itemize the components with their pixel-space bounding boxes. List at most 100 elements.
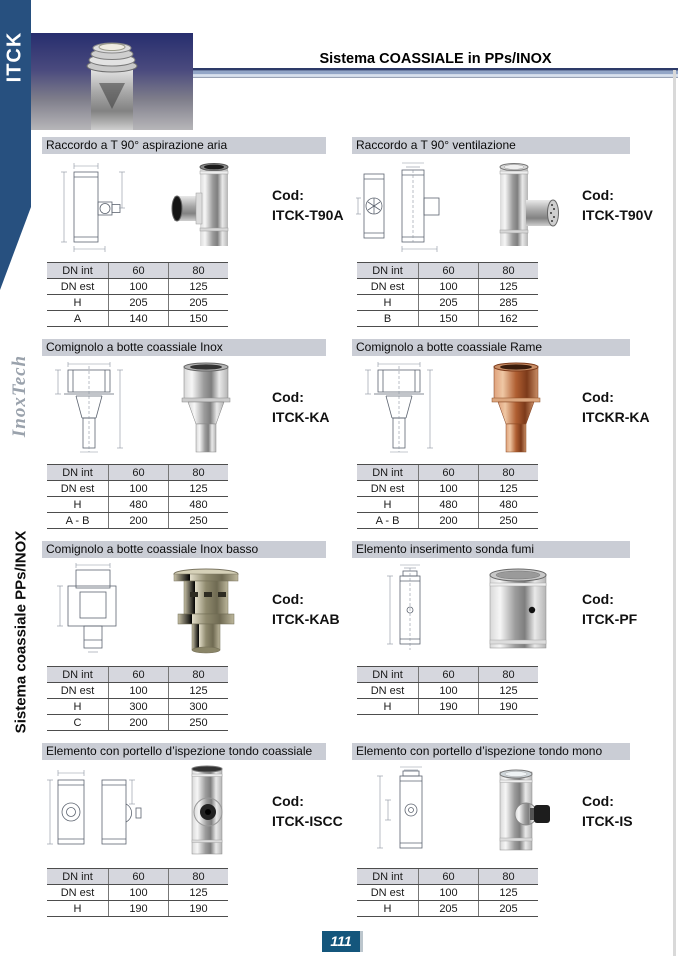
cod-value: ITCK-PF — [582, 611, 638, 627]
table-cell: DN int — [47, 464, 109, 481]
table-cell: 100 — [418, 278, 479, 295]
table-cell: 100 — [108, 682, 169, 699]
table-cell: 60 — [108, 464, 169, 481]
table-row: H 205 205 — [357, 900, 538, 917]
table-cell: 80 — [168, 464, 228, 481]
page-edge-line — [673, 70, 676, 956]
inoxtech-logo: InoxTech — [9, 354, 30, 438]
technical-drawing — [354, 158, 474, 254]
cod-label: Cod: — [582, 793, 614, 810]
header-rule-bar — [193, 68, 678, 78]
table-row: H 190 190 — [357, 698, 538, 715]
table-cell: 125 — [168, 884, 228, 901]
table-cell: H — [47, 294, 109, 311]
section-ispezione-mono: Elemento con portello d’ispezione tondo … — [352, 743, 633, 917]
table-cell: 125 — [478, 682, 538, 699]
table-cell: DN est — [357, 884, 419, 901]
table-row: B 150 162 — [357, 310, 538, 327]
table-cell: 480 — [478, 496, 538, 513]
table-cell: 205 — [108, 294, 169, 311]
product-photo — [474, 764, 570, 860]
table-cell: 80 — [478, 868, 538, 885]
table-cell: 100 — [108, 278, 169, 295]
table-cell: 480 — [108, 496, 169, 513]
technical-drawing — [44, 562, 164, 658]
product-code-block: Cod: ITCK-KAB — [272, 590, 340, 629]
table-cell: H — [357, 900, 419, 917]
table-row: H 480 480 — [47, 496, 228, 513]
section-ispezione-coassiale: Elemento con portello d’ispezione tondo … — [42, 743, 343, 917]
table-row: DN int 60 80 — [47, 666, 228, 683]
product-photo — [474, 360, 570, 456]
section-comignolo-inox: Comignolo a botte coassiale Inox — [42, 339, 330, 529]
page-number: 111 — [322, 931, 363, 952]
table-cell: H — [47, 900, 109, 917]
table-cell: 60 — [108, 666, 169, 683]
product-photo — [164, 764, 260, 860]
table-cell: A — [47, 310, 109, 327]
table-row: DN est 100 125 — [357, 682, 538, 699]
table-cell: 100 — [108, 884, 169, 901]
section-raccordo-t90-aspirazione: Raccordo a T 90° aspirazione aria — [42, 137, 344, 327]
table-cell: 80 — [168, 262, 228, 279]
table-cell: 205 — [168, 294, 228, 311]
table-cell: 125 — [168, 278, 228, 295]
section-sonda-fumi: Elemento inserimento sonda fumi — [352, 541, 637, 715]
table-cell: DN est — [357, 278, 419, 295]
section-title: Elemento con portello d’ispezione tondo … — [352, 743, 630, 760]
brand-logo-itck: ITCK — [3, 31, 26, 83]
table-cell: H — [47, 698, 109, 715]
table-cell: 190 — [168, 900, 228, 917]
table-cell: DN est — [357, 682, 419, 699]
table-cell: 60 — [418, 868, 479, 885]
table-row: H 480 480 — [357, 496, 538, 513]
table-cell: DN int — [47, 868, 109, 885]
table-cell: 80 — [168, 666, 228, 683]
table-cell: 80 — [168, 868, 228, 885]
table-row: A - B 200 250 — [47, 512, 228, 529]
table-cell: H — [357, 698, 419, 715]
table-cell: 200 — [108, 714, 169, 731]
table-cell: 125 — [478, 480, 538, 497]
table-cell: 190 — [418, 698, 479, 715]
table-row: DN int 60 80 — [47, 262, 228, 279]
table-cell: 205 — [478, 900, 538, 917]
table-row: DN int 60 80 — [47, 868, 228, 885]
cod-value: ITCK-IS — [582, 813, 633, 829]
table-cell: 480 — [168, 496, 228, 513]
product-code-block: Cod: ITCK-T90V — [582, 186, 653, 225]
table-cell: 125 — [168, 682, 228, 699]
table-row: DN int 60 80 — [357, 464, 538, 481]
cod-value: ITCK-T90V — [582, 207, 653, 223]
cod-label: Cod: — [582, 591, 614, 608]
table-cell: H — [357, 496, 419, 513]
product-photo — [164, 360, 260, 456]
section-title: Raccordo a T 90° ventilazione — [352, 137, 630, 154]
table-cell: 125 — [168, 480, 228, 497]
table-row: H 190 190 — [47, 900, 228, 917]
table-cell: 100 — [418, 682, 479, 699]
table-cell: 285 — [478, 294, 538, 311]
table-cell: C — [47, 714, 109, 731]
table-cell: 190 — [478, 698, 538, 715]
sidebar-system-label: Sistema coassiale PPs/INOX — [12, 530, 30, 734]
table-cell: 205 — [418, 294, 479, 311]
technical-drawing — [354, 562, 474, 658]
table-cell: 100 — [108, 480, 169, 497]
section-title: Comignolo a botte coassiale Inox basso — [42, 541, 326, 558]
section-raccordo-t90-ventilazione: Raccordo a T 90° ventilazione — [352, 137, 653, 327]
product-code-block: Cod: ITCK-ISCC — [272, 792, 343, 831]
table-row: DN est 100 125 — [357, 480, 538, 497]
table-cell: 60 — [108, 868, 169, 885]
section-title: Elemento con portello d’ispezione tondo … — [42, 743, 326, 760]
cod-value: ITCK-KA — [272, 409, 330, 425]
product-code-block: Cod: ITCK-PF — [582, 590, 637, 629]
table-cell: 125 — [478, 884, 538, 901]
section-comignolo-rame: Comignolo a botte coassiale Rame — [352, 339, 650, 529]
table-cell: 250 — [168, 512, 228, 529]
table-cell: 60 — [108, 262, 169, 279]
table-cell: 300 — [108, 698, 169, 715]
spec-table: DN int 60 80 DN est 100 125 H 190 190 — [47, 868, 228, 917]
table-row: A 140 150 — [47, 310, 228, 327]
table-cell: 150 — [418, 310, 479, 327]
